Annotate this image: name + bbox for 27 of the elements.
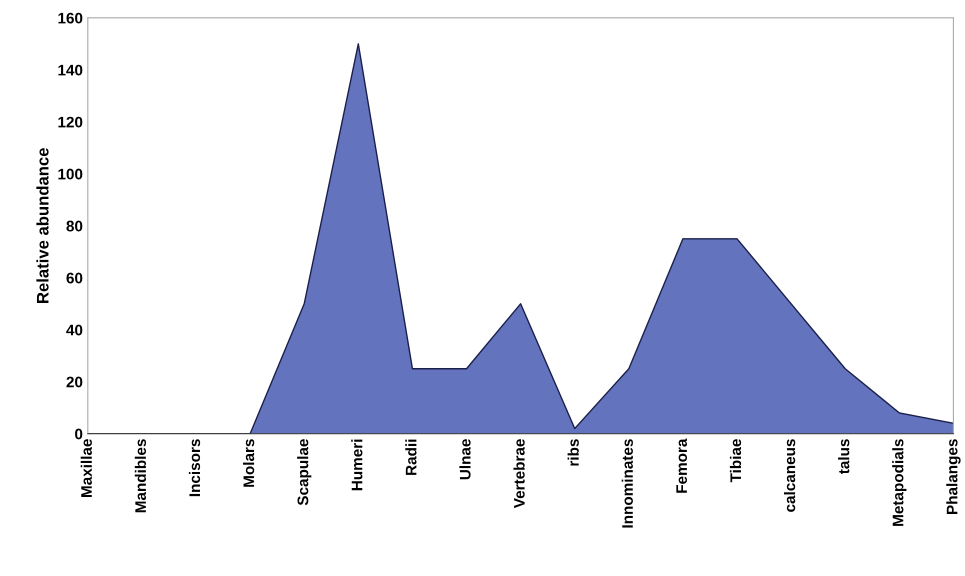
x-tick-label: Molars	[242, 439, 254, 487]
x-tick-label: Humeri	[351, 440, 362, 490]
x-tick-label: Phalanges	[946, 439, 961, 514]
y-tick-label: 160	[58, 12, 82, 24]
x-tick-label: ribs	[568, 439, 579, 466]
x-tick-label: Metapodials	[892, 439, 906, 526]
y-tick-label: 20	[66, 376, 82, 388]
y-tick-label: 0	[75, 428, 82, 440]
x-tick-label: Innominates	[622, 439, 633, 528]
x-tick-label: Mandibles	[134, 439, 146, 512]
x-tick-label: talus	[838, 439, 850, 474]
y-tick-label: 40	[66, 324, 82, 336]
y-tick-label: 100	[58, 168, 82, 180]
y-axis-title: Relative abundance	[36, 148, 49, 303]
x-tick-label: Radii	[405, 440, 417, 475]
x-tick-label: Scapulae	[297, 439, 312, 506]
x-tick-label: Maxillae	[80, 439, 92, 498]
x-tick-label: Femora	[676, 438, 688, 493]
y-tick-label: 120	[58, 116, 82, 128]
x-tick-label: calcaneus	[784, 439, 796, 512]
y-tick-label: 140	[58, 64, 82, 76]
y-tick-label: 80	[66, 220, 82, 232]
x-tick-label: Vertebrae	[513, 439, 525, 508]
y-tick-label: 60	[66, 272, 82, 284]
x-tick-label: Ulnae	[459, 439, 471, 480]
x-tick-label: Incisors	[188, 439, 200, 496]
x-tick-label: Tibiae	[730, 439, 742, 482]
